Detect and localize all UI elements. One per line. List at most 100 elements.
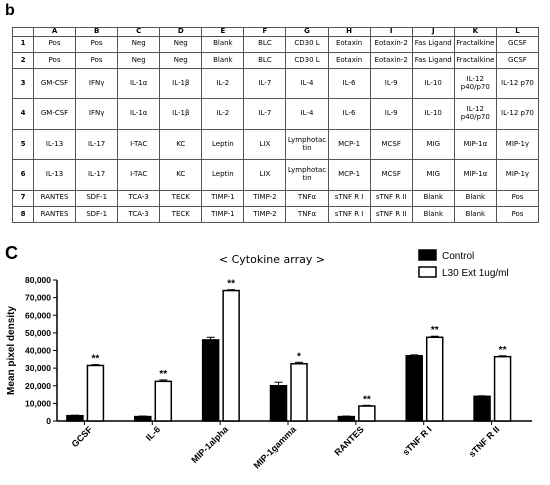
- table-cell: Pos: [495, 205, 540, 224]
- table-cell: IL-6: [327, 67, 371, 100]
- bar-control-stnf-r-ii: [473, 395, 491, 422]
- table-cell: Blank: [201, 51, 245, 69]
- x-category-label: MIP-1gamma: [252, 424, 299, 471]
- table-cell: IL-12 p40/p70: [453, 98, 497, 130]
- table-cell: MIP-1γ: [495, 128, 540, 161]
- table-cell: IL-4: [285, 98, 329, 130]
- table-cell: IL-1α: [117, 67, 161, 100]
- y-tick-label: 70,000: [25, 293, 51, 303]
- table-row: 1 Pos Pos Neg Neg Blank BLC CD30 L Eotaxin Eotaxi…: [12, 35, 540, 53]
- x-category-label: GCSF: [70, 424, 95, 449]
- table-cell: IL-13: [32, 159, 77, 191]
- x-category-label: RANTES: [333, 424, 366, 457]
- column-header-d: D: [159, 27, 203, 37]
- y-tick-label: 0: [46, 416, 51, 426]
- table-cell: Blank: [453, 205, 497, 224]
- table-cell: MCSF: [369, 128, 413, 161]
- x-category-label: sTNF R II: [467, 424, 502, 459]
- legend-label: L30 Ext 1ug/ml: [442, 268, 509, 279]
- table-cell: Eotaxin: [327, 51, 371, 69]
- table-cell: Blank: [411, 189, 455, 207]
- table-cell: Pos: [75, 51, 119, 69]
- table-cell: Pos: [75, 35, 119, 53]
- bar-l30-mip-1gamma: [290, 362, 308, 422]
- row-header: 8: [12, 205, 34, 224]
- column-header-e: E: [201, 27, 245, 37]
- table-cell: TCA-3: [117, 205, 161, 224]
- table-cell: IL-12 p70: [495, 67, 540, 100]
- bar-control-stnf-r-i: [405, 355, 423, 422]
- table-row: 2 Pos Pos Neg Neg Blank BLC CD30 L Eotaxin Eotaxi…: [12, 51, 540, 69]
- legend: Control L30 Ext 1ug/ml: [418, 249, 509, 279]
- table-cell: IFNγ: [75, 98, 119, 130]
- table-cell: Fas Ligand: [411, 35, 455, 53]
- bar-control-mip-1alpha: [201, 339, 220, 422]
- table-cell: IL-10: [411, 98, 455, 130]
- bar-control-mip-1gamma: [269, 385, 288, 422]
- column-header-a: A: [32, 27, 77, 37]
- bar-l30-il-6: [154, 380, 173, 422]
- significance-marker: **: [227, 279, 235, 290]
- row-header: 5: [12, 128, 34, 161]
- table-cell: TECK: [159, 189, 203, 207]
- bar-l30-stnf-r-ii: [493, 355, 512, 422]
- bar-l30-gcsf: [86, 364, 105, 422]
- table-cell: SDF-1: [75, 205, 119, 224]
- table-cell: MIP-1γ: [495, 159, 540, 191]
- table-cell: KC: [159, 159, 203, 191]
- bar-l30-rantes: [358, 405, 376, 422]
- column-header-j: J: [411, 27, 455, 37]
- row-header: 6: [12, 159, 34, 191]
- table-cell: TECK: [159, 205, 203, 224]
- table-cell: I-TAC: [117, 128, 161, 161]
- row-header: 4: [12, 98, 34, 130]
- table-cell: KC: [159, 128, 203, 161]
- table-cell: IL-10: [411, 67, 455, 100]
- table-cell: MCSF: [369, 159, 413, 191]
- table-cell: sTNF R II: [369, 205, 413, 224]
- column-header-b: B: [75, 27, 119, 37]
- table-cell: IL-7: [243, 67, 287, 100]
- x-category-label: sTNF R I: [401, 424, 434, 457]
- table-cell: GM-CSF: [32, 98, 77, 130]
- table-cell: IL-17: [75, 128, 119, 161]
- column-header-g: G: [285, 27, 329, 37]
- y-axis-label: Mean pixel density: [6, 306, 17, 395]
- table-cell: CD30 L: [285, 51, 329, 69]
- column-header-k: K: [453, 27, 497, 37]
- significance-marker: **: [363, 394, 371, 405]
- bar-l30-mip-1alpha: [222, 289, 240, 422]
- table-cell: IL-12 p40/p70: [453, 67, 497, 100]
- column-header-h: H: [327, 27, 371, 37]
- table-cell: IL-9: [369, 98, 413, 130]
- bar-control-il-6: [134, 415, 152, 422]
- table-cell: Fas Ligand: [411, 51, 455, 69]
- table-cell: IL-2: [201, 67, 245, 100]
- y-tick-label: 30,000: [25, 363, 51, 373]
- column-header-f: F: [243, 27, 287, 37]
- table-cell: sTNF R II: [369, 189, 413, 207]
- table-cell: TIMP-2: [243, 205, 287, 224]
- table-cell: GM-CSF: [32, 67, 77, 100]
- table-cell: IL-1α: [117, 98, 161, 130]
- panel-c-label: C: [5, 243, 18, 263]
- table-cell: MIG: [411, 159, 455, 191]
- table-cell: IL-17: [75, 159, 119, 191]
- table-row: 5 IL-13 IL-17 I-TAC KC Leptin LIX Lymphotac tin…: [12, 128, 540, 161]
- table-cell: Leptin: [201, 159, 245, 191]
- y-tick-label: 60,000: [25, 310, 51, 320]
- table-cell: Blank: [411, 205, 455, 224]
- row-header: 3: [12, 67, 34, 100]
- table-cell: TIMP-2: [243, 189, 287, 207]
- table-cell: sTNF R I: [327, 189, 371, 207]
- table-cell: Neg: [117, 51, 161, 69]
- table-cell: IFNγ: [75, 67, 119, 100]
- significance-marker: **: [92, 354, 100, 365]
- table-cell: MIG: [411, 128, 455, 161]
- table-row: 7 RANTES SDF-1 TCA-3 TECK TIMP-1 TIMP-2 TNFα sTN…: [12, 189, 540, 207]
- table-cell: Fractalkine: [453, 51, 497, 69]
- table-cell: IL-6: [327, 98, 371, 130]
- table-cell: TNFα: [285, 189, 329, 207]
- y-tick-label: 40,000: [25, 346, 51, 356]
